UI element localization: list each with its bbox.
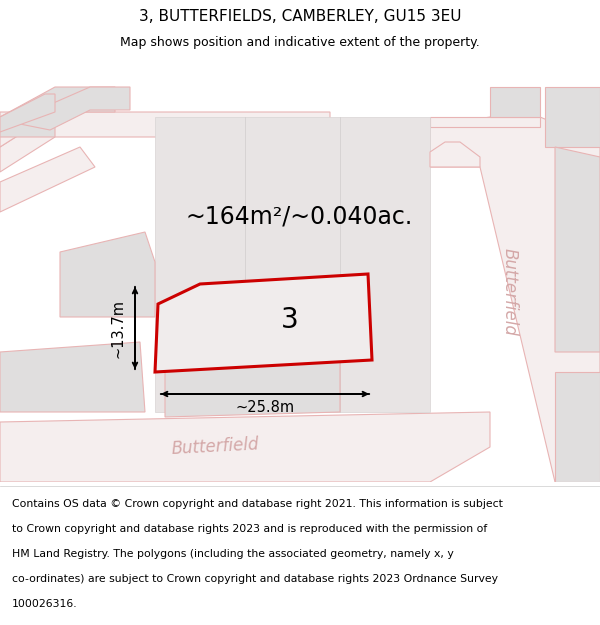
Polygon shape: [555, 147, 600, 352]
Polygon shape: [0, 112, 55, 147]
Text: Butterfield: Butterfield: [170, 436, 259, 458]
Text: Butterfield: Butterfield: [501, 248, 519, 336]
Polygon shape: [0, 147, 95, 212]
Polygon shape: [155, 117, 430, 412]
Text: 100026316.: 100026316.: [12, 599, 77, 609]
Polygon shape: [0, 87, 115, 137]
Polygon shape: [155, 274, 372, 372]
Text: Contains OS data © Crown copyright and database right 2021. This information is : Contains OS data © Crown copyright and d…: [12, 499, 503, 509]
Polygon shape: [10, 87, 130, 130]
Text: HM Land Registry. The polygons (including the associated geometry, namely x, y: HM Land Registry. The polygons (includin…: [12, 549, 454, 559]
Text: 3: 3: [281, 306, 299, 334]
Polygon shape: [60, 232, 155, 317]
Text: Map shows position and indicative extent of the property.: Map shows position and indicative extent…: [120, 36, 480, 49]
Text: ~164m²/~0.040ac.: ~164m²/~0.040ac.: [185, 205, 412, 229]
Text: ~25.8m: ~25.8m: [235, 399, 295, 414]
Polygon shape: [0, 342, 145, 412]
Polygon shape: [545, 87, 600, 147]
Polygon shape: [555, 372, 600, 482]
Polygon shape: [0, 112, 330, 172]
Text: to Crown copyright and database rights 2023 and is reproduced with the permissio: to Crown copyright and database rights 2…: [12, 524, 487, 534]
Polygon shape: [430, 142, 480, 167]
Polygon shape: [0, 412, 490, 482]
Text: 3, BUTTERFIELDS, CAMBERLEY, GU15 3EU: 3, BUTTERFIELDS, CAMBERLEY, GU15 3EU: [139, 9, 461, 24]
Text: ~13.7m: ~13.7m: [110, 299, 125, 358]
Polygon shape: [430, 117, 540, 127]
Polygon shape: [165, 337, 340, 417]
Polygon shape: [0, 94, 55, 132]
Text: co-ordinates) are subject to Crown copyright and database rights 2023 Ordnance S: co-ordinates) are subject to Crown copyr…: [12, 574, 498, 584]
Polygon shape: [430, 117, 600, 482]
Polygon shape: [490, 87, 540, 117]
